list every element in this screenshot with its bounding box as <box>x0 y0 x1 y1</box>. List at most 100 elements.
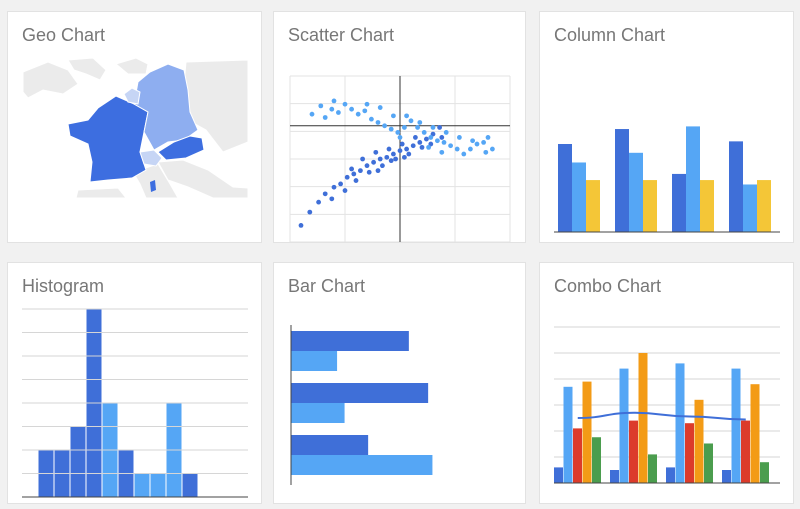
geo-chart-title: Geo Chart <box>22 25 106 45</box>
scatter-point <box>349 106 354 112</box>
column-bar <box>700 180 714 232</box>
histogram-bar <box>86 356 102 379</box>
scatter-point <box>380 163 385 169</box>
scatter-point <box>470 138 475 144</box>
scatter-point <box>377 156 383 162</box>
combo-bar <box>704 443 713 483</box>
column-bar <box>586 180 600 232</box>
scatter-point <box>421 130 427 135</box>
column-bar <box>629 152 643 232</box>
scatter-point <box>474 141 480 147</box>
scatter-point <box>441 140 447 145</box>
scatter-point <box>391 113 396 119</box>
histogram-bar <box>118 450 134 473</box>
combo-bar <box>629 420 638 483</box>
scatter-point <box>307 209 313 215</box>
scatter-point <box>316 199 321 205</box>
histogram-bar <box>166 450 182 473</box>
scatter-point <box>329 196 335 202</box>
histogram-bar <box>86 333 102 356</box>
scatter-point <box>331 184 337 190</box>
combo-bar <box>648 454 657 483</box>
scatter-point <box>402 125 407 130</box>
scatter-point <box>397 135 403 140</box>
combo-bar <box>592 437 601 483</box>
histogram-bar <box>54 450 70 473</box>
geo-chart-map <box>22 57 249 199</box>
scatter-point <box>402 154 407 160</box>
histogram-bar <box>102 474 118 497</box>
scatter-chart-title: Scatter Chart <box>288 25 395 45</box>
scatter-point <box>485 135 491 140</box>
scatter-point <box>322 191 328 197</box>
map-region-switzerland <box>139 149 163 167</box>
scatter-point <box>338 181 343 187</box>
scatter-point <box>408 118 414 124</box>
scatter-point <box>404 113 409 119</box>
scatter-point <box>298 223 304 228</box>
scatter-point <box>322 115 328 120</box>
map-region-other <box>75 187 128 199</box>
histogram-bar <box>86 403 102 426</box>
scatter-point <box>430 125 436 130</box>
histogram-bar <box>70 450 86 473</box>
map-region-other <box>157 159 249 199</box>
histogram-bar <box>166 403 182 426</box>
bar-chart-card: Bar Chart <box>274 263 525 503</box>
scatter-point <box>439 149 445 155</box>
scatter-point <box>364 101 370 107</box>
scatter-point <box>457 135 462 140</box>
scatter-point <box>490 146 495 152</box>
histogram-title: Histogram <box>22 276 105 296</box>
column-bar <box>686 126 700 232</box>
scatter-point <box>375 168 381 174</box>
combo-chart-title: Combo Chart <box>554 276 662 296</box>
histogram-bar <box>166 474 182 497</box>
histogram-bar <box>38 474 54 497</box>
combo-bar <box>582 381 592 483</box>
histogram-bar <box>54 474 70 497</box>
map-region-belgium <box>123 87 141 105</box>
combo-bar <box>694 399 704 483</box>
combo-bar <box>685 423 694 483</box>
column-bar <box>729 141 743 232</box>
scatter-point <box>410 143 416 149</box>
bar-chart-title: Bar Chart <box>288 276 366 296</box>
combo-bar <box>741 420 750 483</box>
scatter-point <box>393 156 398 162</box>
bar-chart-bar <box>291 383 429 403</box>
histogram-bar <box>118 474 134 497</box>
scatter-chart-plot <box>289 75 511 242</box>
scatter-point <box>384 154 390 160</box>
scatter-point <box>437 125 442 130</box>
scatter-point <box>388 126 394 132</box>
histogram-bar <box>86 309 102 332</box>
combo-bar <box>554 467 563 483</box>
scatter-point <box>336 110 341 115</box>
scatter-point <box>415 125 420 130</box>
combo-bar <box>731 368 741 483</box>
scatter-point <box>318 103 324 109</box>
scatter-point <box>483 149 489 155</box>
scatter-point <box>309 111 315 117</box>
histogram-bar <box>86 427 102 450</box>
scatter-point <box>426 144 431 150</box>
scatter-point <box>397 148 403 154</box>
combo-bar <box>610 470 619 483</box>
histogram-bar <box>102 427 118 450</box>
histogram-bar <box>70 474 86 497</box>
column-chart-plot <box>554 126 780 233</box>
combo-bar <box>760 462 769 483</box>
column-bar <box>572 162 586 232</box>
bar-chart-bar <box>291 403 345 423</box>
column-chart-title: Column Chart <box>554 25 666 45</box>
histogram-bar <box>86 450 102 473</box>
scatter-point <box>371 159 376 165</box>
scatter-point <box>448 143 453 149</box>
scatter-point <box>369 116 374 122</box>
scatter-point <box>329 106 335 112</box>
bar-chart-bar <box>291 351 338 371</box>
combo-bar <box>666 467 675 483</box>
scatter-point <box>391 151 396 157</box>
scatter-point <box>417 120 423 125</box>
